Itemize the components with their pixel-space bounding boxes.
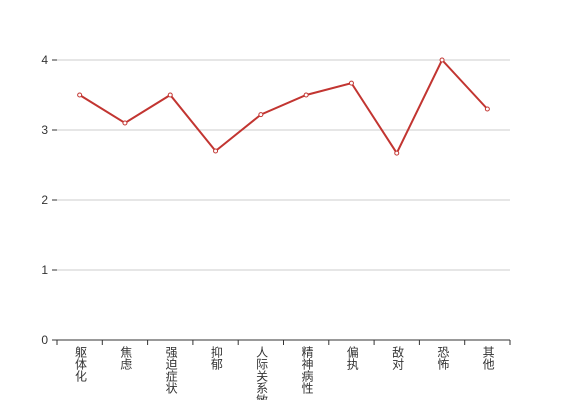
x-tick-label: 敌对 xyxy=(391,345,405,370)
x-tick-label: 强迫症状 xyxy=(164,346,178,394)
y-tick-label: 3 xyxy=(41,123,48,137)
point xyxy=(167,92,173,98)
point xyxy=(394,150,400,156)
x-tick-label: 精神病性 xyxy=(300,346,314,395)
point xyxy=(122,120,128,126)
x-tick-label: 躯体化 xyxy=(73,345,87,383)
y-tick-label: 2 xyxy=(41,193,48,207)
y-tick-label: 4 xyxy=(41,53,48,67)
point xyxy=(258,112,264,118)
point xyxy=(484,106,490,112)
line xyxy=(79,58,489,156)
point xyxy=(213,148,219,154)
point xyxy=(77,92,83,98)
y-tick-label: 1 xyxy=(41,263,48,277)
x-tick-label: 其他 xyxy=(481,346,495,370)
x-tick-label: 人际关系敏感 xyxy=(255,346,269,400)
x-tick-label: 偏执 xyxy=(345,345,359,371)
y-tick-label: 0 xyxy=(41,333,48,347)
point xyxy=(303,92,309,98)
point xyxy=(439,57,445,63)
x-tick-label: 抑郁 xyxy=(209,345,223,371)
x-tick-label: 焦虑 xyxy=(119,346,133,370)
point xyxy=(348,80,354,86)
x-tick-label: 恐怖 xyxy=(436,346,450,370)
